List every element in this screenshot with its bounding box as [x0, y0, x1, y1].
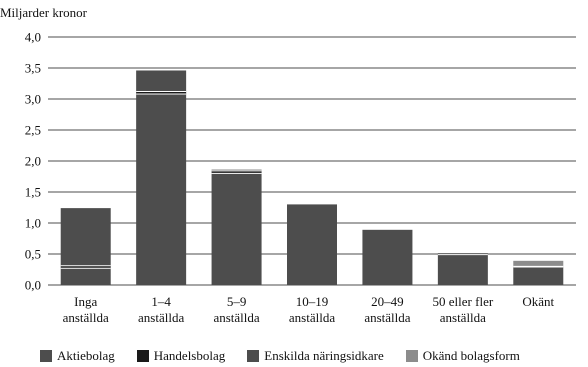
- y-tick-label: 0,5: [25, 247, 41, 262]
- bars: [60, 70, 564, 285]
- x-tick-label: Okänt: [522, 294, 554, 309]
- legend-label: Enskilda näringsidkare: [264, 348, 384, 363]
- bar-segment-2: [211, 170, 262, 174]
- y-tick-labels: 0,0 0,5 1,0 1,5 2,0 2,5 3,0 3,5 4,0: [25, 30, 41, 293]
- gridlines: [48, 36, 576, 286]
- y-tick-label: 1,5: [25, 185, 41, 200]
- x-tick-label: 1–4: [151, 294, 171, 309]
- legend-item: Enskilda näringsidkare: [247, 348, 384, 364]
- bar-segment-3: [211, 169, 262, 171]
- legend-swatch: [247, 350, 260, 362]
- bar-segment-3: [136, 70, 187, 92]
- legend-label: Aktiebolag: [57, 348, 115, 363]
- y-tick-label: 3,5: [25, 61, 41, 76]
- x-tick-label: anställda: [213, 310, 259, 325]
- x-tick-label: anställda: [63, 310, 109, 325]
- legend-item: Aktiebolag: [40, 348, 115, 364]
- bar-segment-2: [60, 265, 111, 269]
- y-tick-label: 0,0: [25, 278, 41, 293]
- bar-segment-1: [513, 267, 564, 285]
- x-tick-label: anställda: [138, 310, 184, 325]
- bar-segment-2: [437, 253, 488, 255]
- bar-segment-4: [513, 260, 564, 267]
- legend-label: Handelsbolag: [153, 348, 226, 363]
- legend: Aktiebolag Handelsbolag Enskilda näringsid…: [40, 347, 542, 365]
- x-tick-label: anställda: [440, 310, 486, 325]
- legend-swatch: [40, 350, 52, 362]
- bar-segment-1: [437, 254, 488, 285]
- legend-label: Okänd bolagsform: [422, 348, 520, 363]
- bar-segment-1: [136, 94, 187, 285]
- x-tick-label: Inga: [74, 294, 97, 309]
- y-tick-label: 4,0: [25, 30, 41, 45]
- chart: Miljarder kronor 0,0 0,5 1,0 1,5 2,0 2,5 3,0 3,…: [0, 5, 576, 325]
- y-tick-label: 3,0: [25, 92, 41, 107]
- bar-segment-1: [211, 173, 262, 285]
- x-tick-label: 50 eller fler: [433, 294, 494, 309]
- bar-segment-2: [136, 91, 187, 95]
- x-tick-label: 10–19: [296, 294, 329, 309]
- bar-segment-1: [362, 229, 413, 285]
- bar-segment-1: [287, 204, 337, 285]
- bar-segment-1: [60, 268, 111, 285]
- legend-swatch: [136, 350, 149, 362]
- x-tick-label: 5–9: [227, 294, 247, 309]
- y-axis-label: Miljarder kronor: [0, 5, 88, 20]
- x-tick-labels: Ingaanställda1–4anställda5–9anställda10–…: [63, 294, 555, 325]
- legend-item: Okänd bolagsform: [405, 348, 520, 364]
- x-tick-label: anställda: [364, 310, 410, 325]
- bar-segment-3: [60, 208, 111, 266]
- legend-swatch: [405, 350, 418, 362]
- legend-item: Handelsbolag: [136, 348, 226, 364]
- y-tick-label: 2,0: [25, 154, 41, 169]
- x-tick-label: 20–49: [371, 294, 404, 309]
- x-tick-label: anställda: [289, 310, 335, 325]
- y-tick-label: 2,5: [25, 123, 41, 138]
- y-tick-label: 1,0: [25, 216, 41, 231]
